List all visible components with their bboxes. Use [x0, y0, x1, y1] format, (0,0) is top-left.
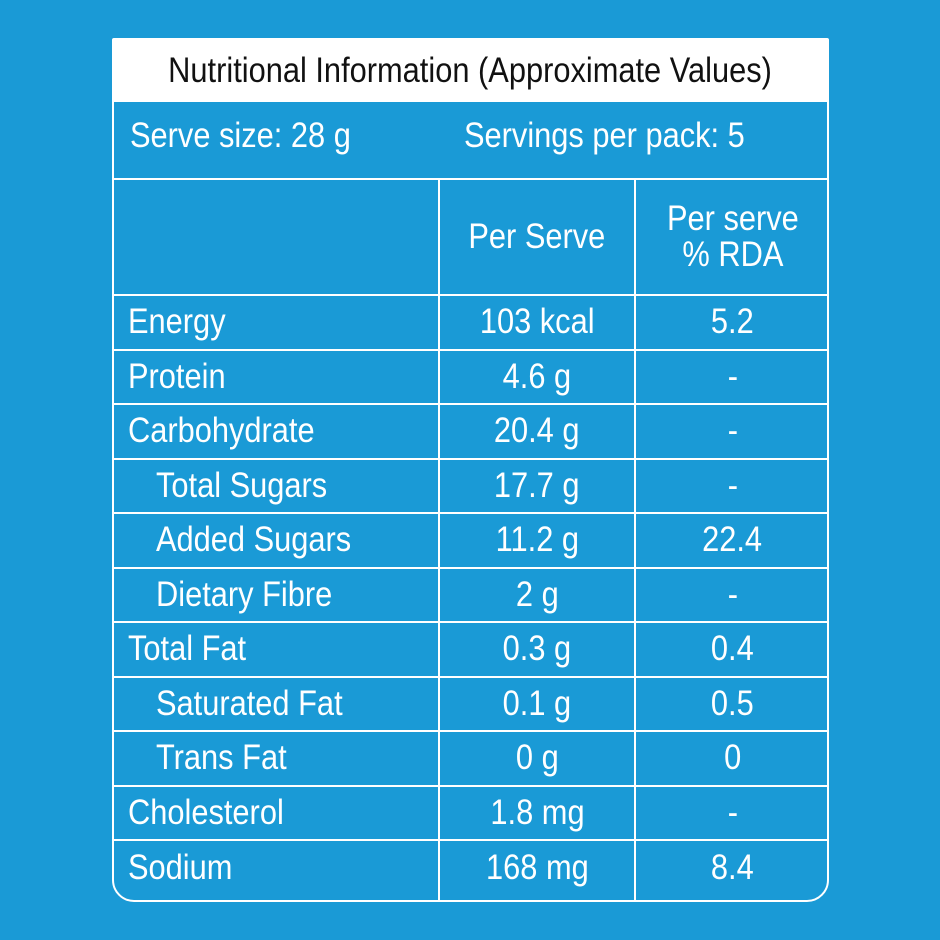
nutrient-name: Added Sugars [156, 520, 352, 560]
nutrient-name: Sodium [128, 848, 233, 888]
column-header-row: Per Serve Per serve% RDA [114, 180, 827, 296]
table-row: Added Sugars 11.2 g 22.4 [114, 514, 827, 569]
nutrient-rda: - [727, 792, 738, 832]
nutrient-value: 0.1 g [502, 683, 572, 723]
nutrient-value: 11.2 g [495, 520, 579, 560]
nutrient-name: Saturated Fat [156, 683, 343, 723]
nutrient-value: 2 g [515, 574, 559, 614]
table-row: Trans Fat 0 g 0 [114, 732, 827, 787]
nutrient-value: 20.4 g [494, 411, 580, 451]
nutrient-name: Total Sugars [156, 465, 328, 505]
title-bar: Nutritional Information (Approximate Val… [114, 40, 827, 102]
table-row: Total Fat 0.3 g 0.4 [114, 623, 827, 678]
serve-size: Serve size: 28 g [130, 116, 351, 155]
nutrient-value: 0 g [515, 738, 559, 778]
column-divider [634, 180, 636, 900]
nutrient-name: Total Fat [128, 629, 247, 669]
nutrient-rda: 5.2 [711, 302, 754, 342]
nutrient-rda: - [727, 411, 738, 451]
nutrient-rda: 22.4 [702, 520, 763, 560]
nutrient-name: Trans Fat [156, 738, 287, 778]
table-row: Saturated Fat 0.1 g 0.5 [114, 678, 827, 732]
nutrient-rda: - [727, 574, 738, 614]
nutrient-value: 4.6 g [502, 356, 572, 396]
nutrient-value: 0.3 g [502, 629, 572, 669]
nutrient-rda: - [727, 356, 738, 396]
table-row: Dietary Fibre 2 g - [114, 569, 827, 623]
nutrient-name: Carbohydrate [128, 411, 315, 451]
nutrient-value: 168 mg [485, 848, 589, 888]
nutrient-rows: Energy 103 kcal 5.2 Protein 4.6 g - Carbohydra… [114, 296, 827, 896]
nutrient-name: Dietary Fibre [156, 574, 333, 614]
servings-per-pack: Servings per pack: 5 [464, 116, 745, 155]
nutrient-rda: 8.4 [711, 848, 754, 888]
column-divider [438, 180, 440, 900]
nutrient-rda: 0.5 [711, 683, 754, 723]
nutrient-name: Protein [128, 356, 226, 396]
table-row: Protein 4.6 g - [114, 351, 827, 405]
nutrient-rda: 0 [723, 738, 742, 778]
nutrient-name: Energy [128, 302, 226, 342]
nutrient-value: 103 kcal [479, 302, 595, 342]
nutrition-table: Nutritional Information (Approximate Val… [112, 38, 829, 902]
table-row: Energy 103 kcal 5.2 [114, 296, 827, 351]
table-row: Sodium 168 mg 8.4 [114, 841, 827, 896]
serving-info-row: Serve size: 28 g Servings per pack: 5 [114, 102, 827, 180]
nutrient-value: 17.7 g [494, 465, 580, 505]
nutrient-value: 1.8 mg [489, 792, 585, 832]
table-row: Total Sugars 17.7 g - [114, 460, 827, 514]
nutrient-name: Cholesterol [128, 792, 284, 832]
header-rda: Per serve% RDA [666, 199, 799, 274]
table-row: Cholesterol 1.8 mg - [114, 787, 827, 841]
table-title: Nutritional Information (Approximate Val… [168, 51, 773, 90]
table-row: Carbohydrate 20.4 g - [114, 405, 827, 460]
nutrient-rda: 0.4 [711, 629, 754, 669]
nutrient-rda: - [727, 465, 738, 505]
header-per-serve: Per Serve [468, 217, 606, 256]
